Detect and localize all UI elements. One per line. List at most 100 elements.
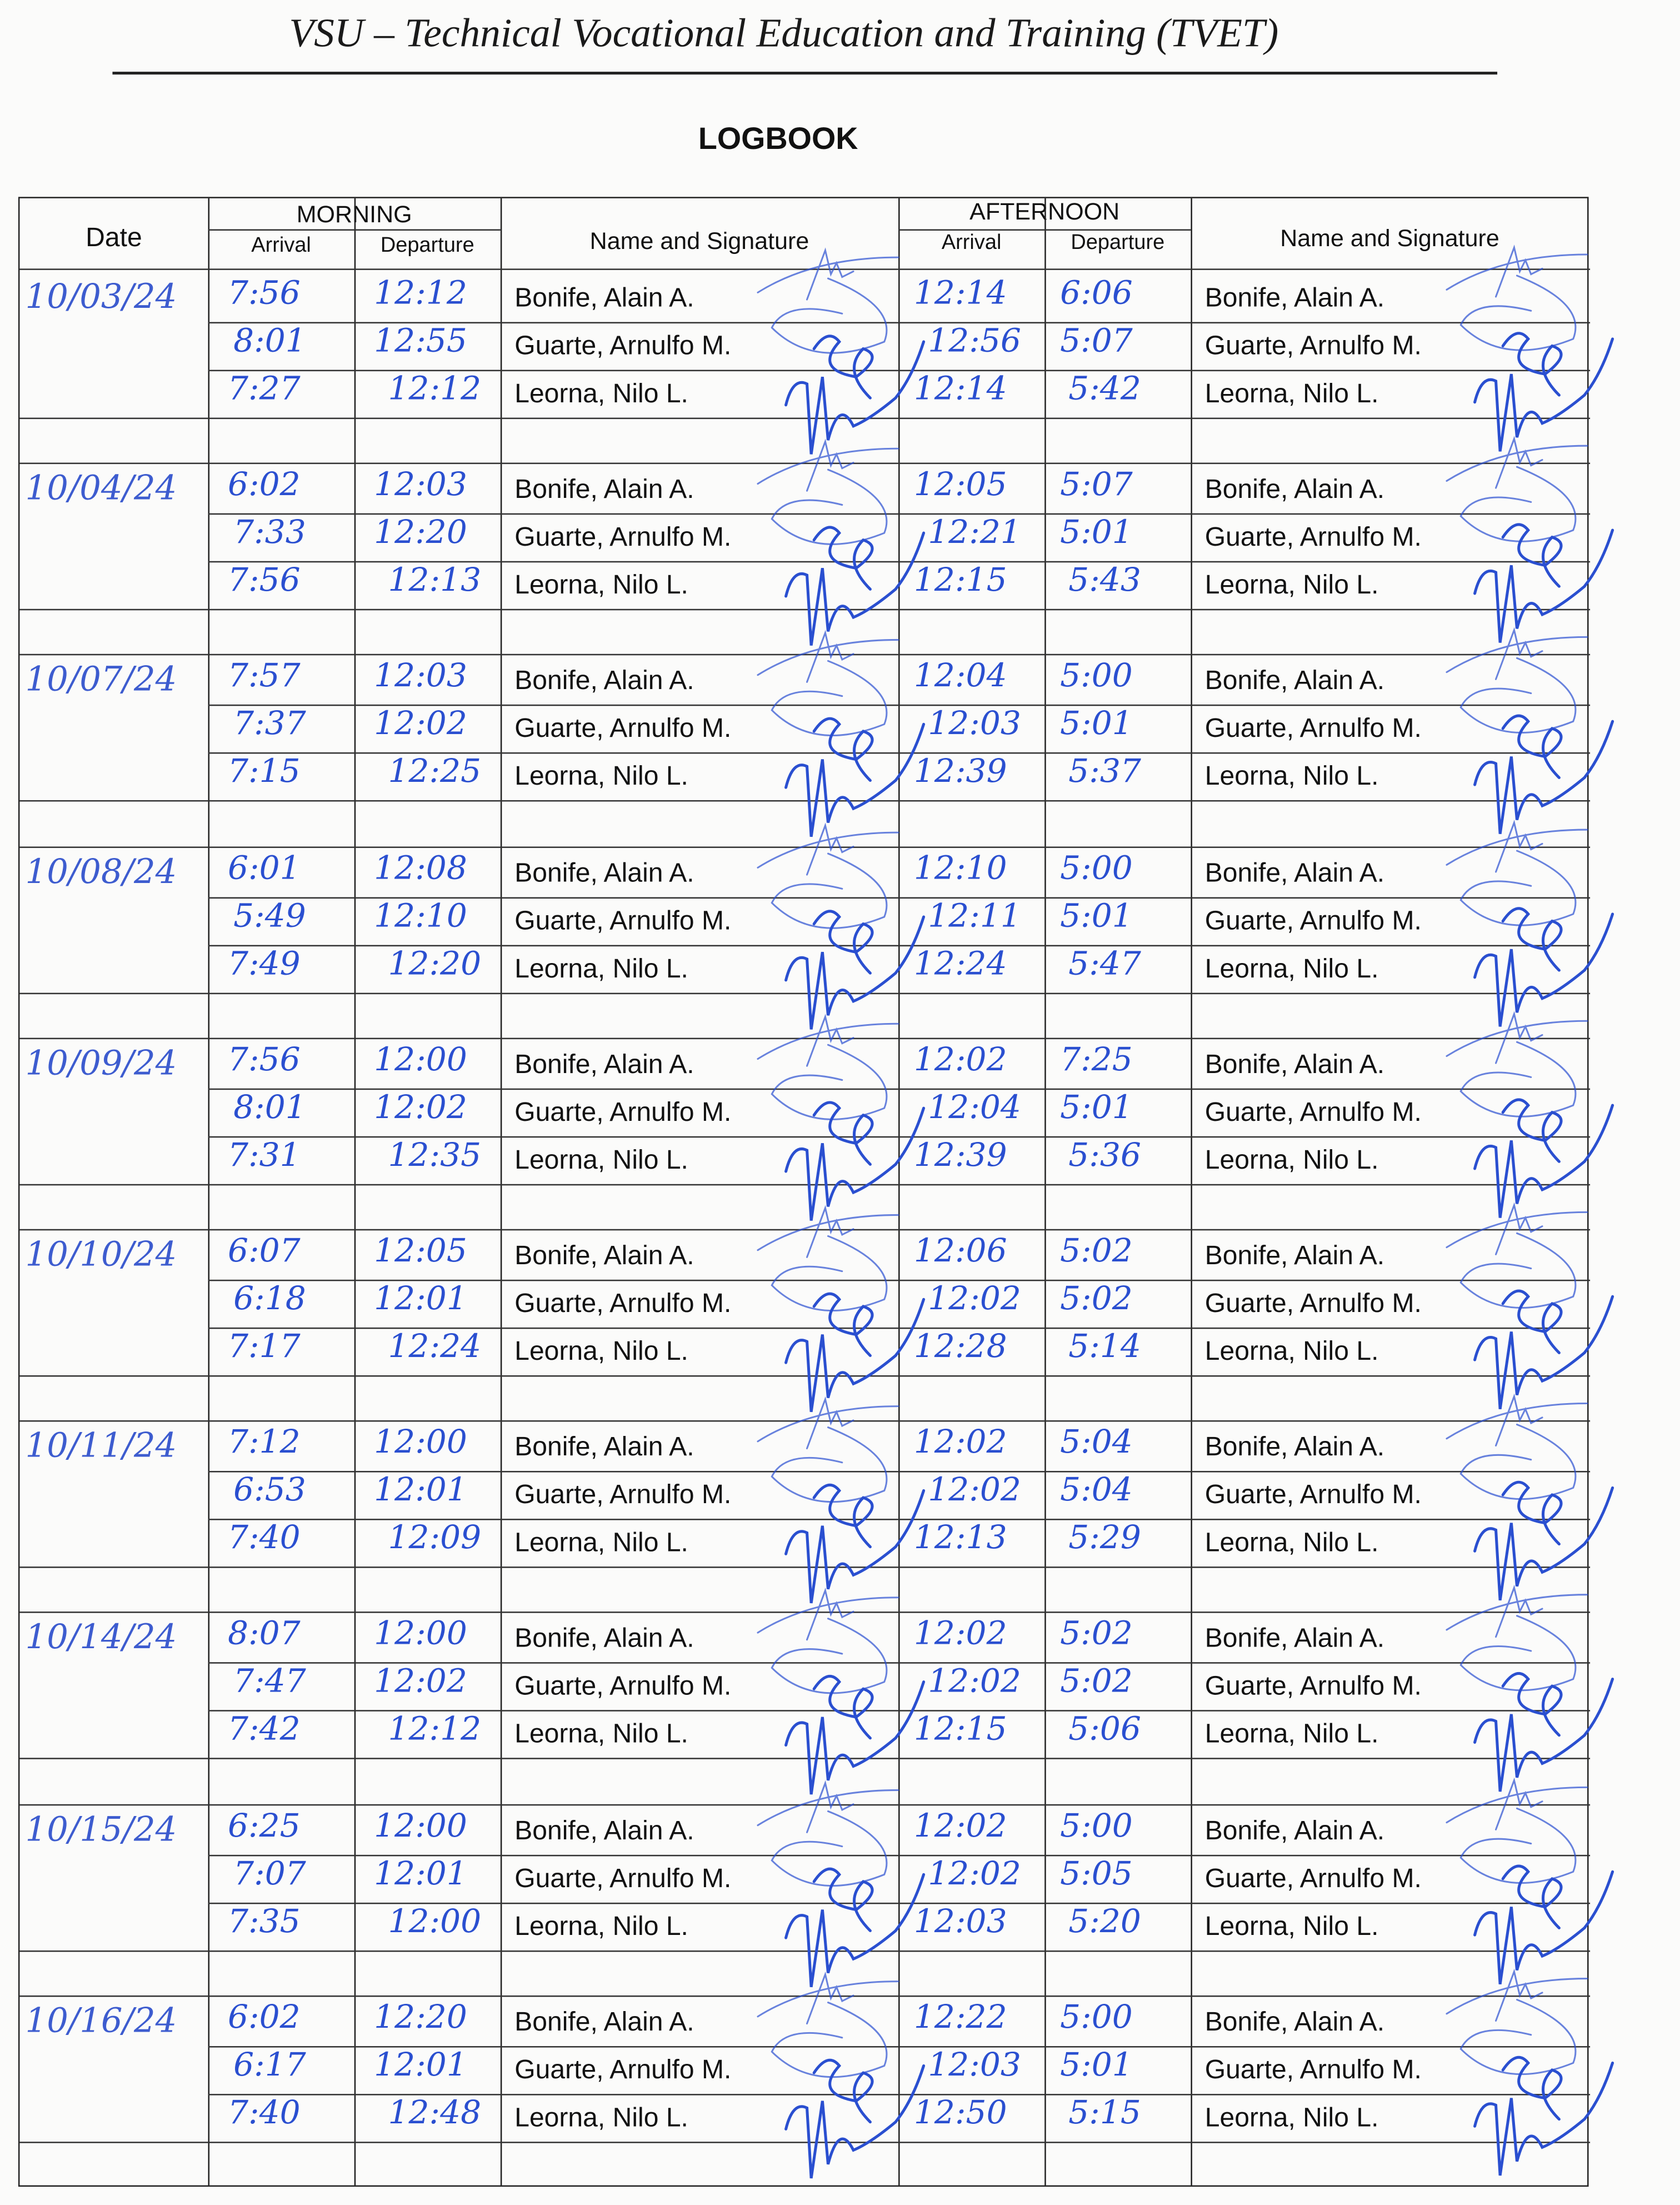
afternoon-departure-time: 5:05 (1060, 1855, 1133, 1893)
morning-arrival-time: 6:17 (233, 2047, 306, 2084)
afternoon-arrival-time: 12:24 (913, 946, 1007, 982)
signature-stroke (1446, 819, 1588, 926)
morning-arrival-time: 7:33 (233, 515, 306, 552)
morning-departure-time: 12:08 (374, 850, 467, 887)
morning-arrival-time: 7:56 (227, 275, 301, 312)
afternoon-departure-time: 5:00 (1060, 850, 1133, 887)
row-divider (19, 1758, 1591, 1760)
afternoon-name: Bonife, Alain A. (1204, 1816, 1385, 1846)
afternoon-departure-time: 5:42 (1068, 371, 1141, 408)
morning-name: Guarte, Arnulfo M. (514, 1864, 732, 1894)
morning-arrival-time: 7:07 (233, 1855, 306, 1893)
morning-arrival-time: 8:07 (227, 1616, 301, 1653)
afternoon-name: Guarte, Arnulfo M. (1204, 1097, 1422, 1128)
morning-signatures (757, 1588, 926, 1795)
afternoon-departure-time: 5:15 (1068, 2095, 1141, 2132)
morning-name: Guarte, Arnulfo M. (514, 715, 732, 745)
signature-stroke (1446, 1202, 1588, 1309)
afternoon-arrival-time: 12:02 (928, 1473, 1021, 1509)
document-title: VSU – Technical Vocational Education and… (289, 11, 1279, 57)
afternoon-name: Leorna, Nilo L. (1204, 1529, 1379, 1559)
date-cell: 10/03/24 (25, 277, 177, 317)
signature-stroke (1473, 2056, 1614, 2176)
afternoon-departure-time: 5:02 (1060, 1664, 1133, 1701)
morning-departure-time: 12:35 (388, 1137, 482, 1174)
afternoon-name: Leorna, Nilo L. (1204, 2103, 1379, 2133)
morning-signatures (757, 1396, 926, 1604)
date-cell: 10/16/24 (25, 2001, 177, 2041)
morning-name: Bonife, Alain A. (514, 1050, 694, 1080)
morning-arrival-time: 7:42 (227, 1712, 301, 1749)
morning-departure-time: 12:13 (388, 562, 482, 600)
morning-departure-time: 12:12 (388, 371, 482, 408)
morning-departure-time: 12:00 (388, 1903, 482, 1940)
morning-name: Leorna, Nilo L. (514, 571, 688, 601)
signature-stroke (1446, 627, 1588, 734)
morning-departure-time: 12:01 (374, 1473, 467, 1509)
afternoon-name: Guarte, Arnulfo M. (1204, 906, 1422, 936)
morning-signatures (757, 1205, 926, 1413)
signature-stroke (757, 1588, 899, 1695)
signature-stroke (757, 1971, 899, 2078)
morning-arrival-time: 7:49 (227, 946, 301, 982)
logbook-heading: LOGBOOK (698, 121, 858, 156)
signature-stroke (784, 1292, 926, 1413)
signature-stroke (1473, 1289, 1614, 1410)
signature-stroke (784, 2058, 926, 2178)
signature-stroke (1473, 332, 1614, 452)
row-divider (19, 1949, 1591, 1952)
date-cell: 10/10/24 (25, 1234, 177, 1274)
block-divider (19, 1229, 1591, 1231)
date-cell: 10/07/24 (25, 660, 177, 700)
afternoon-name: Guarte, Arnulfo M. (1204, 1672, 1422, 1703)
morning-arrival-time: 8:01 (233, 1089, 306, 1126)
date-cell: 10/08/24 (25, 851, 177, 891)
morning-departure-time: 12:05 (374, 1233, 467, 1270)
afternoon-name: Guarte, Arnulfo M. (1204, 332, 1422, 362)
afternoon-departure-time: 5:04 (1060, 1424, 1133, 1461)
morning-name: Guarte, Arnulfo M. (514, 332, 732, 362)
afternoon-name: Leorna, Nilo L. (1204, 954, 1379, 984)
morning-header: MORNING (296, 201, 412, 228)
afternoon-departure-time: 5:00 (1060, 1808, 1133, 1845)
signature-stroke (784, 1101, 926, 1221)
afternoon-arrival-time: 12:02 (928, 1281, 1021, 1318)
signature-stroke (784, 335, 926, 455)
morning-arrival-time: 7:31 (227, 1137, 301, 1174)
column-divider (208, 198, 210, 2186)
afternoon-arrival-time: 12:13 (913, 1520, 1007, 1557)
afternoon-name: Bonife, Alain A. (1204, 859, 1385, 889)
afternoon-departure-time: 5:07 (1060, 323, 1133, 360)
morning-name: Leorna, Nilo L. (514, 1145, 688, 1176)
signature-stroke (784, 909, 926, 1029)
column-divider (500, 198, 502, 2186)
morning-name: Leorna, Nilo L. (514, 954, 688, 984)
morning-arrival-time: 6:07 (227, 1233, 301, 1270)
morning-name: Bonife, Alain A. (514, 859, 694, 889)
afternoon-name: Guarte, Arnulfo M. (1204, 715, 1422, 745)
signature-stroke (784, 717, 926, 838)
block-divider (19, 463, 1591, 465)
afternoon-arrival-time: 12:02 (913, 1041, 1007, 1079)
date-cell: 10/15/24 (25, 1809, 177, 1849)
afternoon-name: Leorna, Nilo L. (1204, 1720, 1379, 1750)
morning-name: Bonife, Alain A. (514, 1816, 694, 1846)
afternoon-departure-time: 5:02 (1060, 1233, 1133, 1270)
afternoon-arrival-time: 12:10 (913, 850, 1007, 887)
afternoon-departure-header: Departure (1071, 231, 1165, 255)
afternoon-arrival-time: 12:02 (913, 1616, 1007, 1653)
morning-departure-time: 12:02 (374, 706, 467, 744)
morning-name-signature-header: Name and Signature (589, 227, 809, 255)
morning-arrival-time: 7:17 (227, 1329, 301, 1366)
afternoon-arrival-time: 12:04 (928, 1089, 1021, 1126)
morning-arrival-time: 6:53 (233, 1473, 306, 1509)
afternoon-departure-time: 5:37 (1068, 754, 1141, 791)
afternoon-name: Guarte, Arnulfo M. (1204, 1864, 1422, 1894)
afternoon-departure-time: 5:20 (1068, 1903, 1141, 1940)
signature-stroke (757, 247, 899, 354)
afternoon-departure-time: 5:00 (1060, 1999, 1133, 2036)
block-divider (19, 1612, 1591, 1614)
row-divider (19, 800, 1591, 802)
header-divider (898, 229, 1191, 231)
morning-arrival-time: 7:47 (233, 1664, 306, 1701)
